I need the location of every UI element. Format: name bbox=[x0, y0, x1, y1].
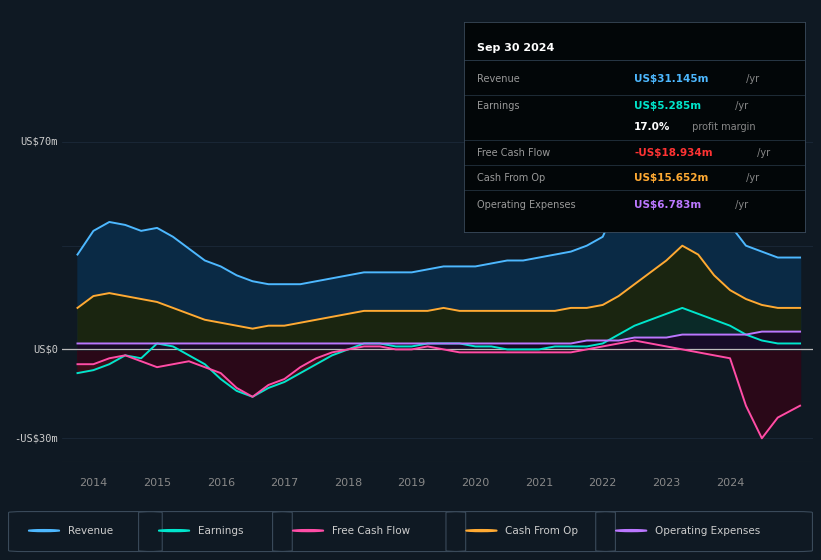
Text: Free Cash Flow: Free Cash Flow bbox=[332, 526, 410, 535]
Text: Operating Expenses: Operating Expenses bbox=[478, 200, 576, 210]
Text: 2014: 2014 bbox=[80, 478, 108, 488]
Circle shape bbox=[158, 530, 190, 531]
Text: 17.0%: 17.0% bbox=[635, 123, 671, 132]
Text: profit margin: profit margin bbox=[689, 123, 755, 132]
Text: US$6.783m: US$6.783m bbox=[635, 200, 701, 210]
Text: Revenue: Revenue bbox=[67, 526, 112, 535]
Text: /yr: /yr bbox=[754, 148, 770, 157]
Text: 2021: 2021 bbox=[525, 478, 553, 488]
Text: Sep 30 2024: Sep 30 2024 bbox=[478, 44, 555, 53]
Text: 2015: 2015 bbox=[143, 478, 171, 488]
Text: 2016: 2016 bbox=[207, 478, 235, 488]
Text: 2024: 2024 bbox=[716, 478, 744, 488]
Text: -US$30m: -US$30m bbox=[14, 433, 57, 444]
Circle shape bbox=[466, 530, 498, 531]
Text: 2018: 2018 bbox=[334, 478, 362, 488]
Text: Free Cash Flow: Free Cash Flow bbox=[478, 148, 551, 157]
Text: /yr: /yr bbox=[743, 173, 759, 183]
Text: Cash From Op: Cash From Op bbox=[478, 173, 546, 183]
Text: /yr: /yr bbox=[732, 101, 749, 111]
Text: US$15.652m: US$15.652m bbox=[635, 173, 709, 183]
Text: /yr: /yr bbox=[732, 200, 749, 210]
Text: Revenue: Revenue bbox=[478, 74, 521, 84]
Text: -US$18.934m: -US$18.934m bbox=[635, 148, 713, 157]
Circle shape bbox=[292, 530, 323, 531]
Text: Earnings: Earnings bbox=[198, 526, 243, 535]
Text: 2020: 2020 bbox=[461, 478, 489, 488]
Text: US$0: US$0 bbox=[33, 344, 57, 354]
Text: US$31.145m: US$31.145m bbox=[635, 74, 709, 84]
Circle shape bbox=[28, 530, 60, 531]
Circle shape bbox=[616, 530, 647, 531]
Text: US$5.285m: US$5.285m bbox=[635, 101, 701, 111]
Text: Earnings: Earnings bbox=[478, 101, 520, 111]
Text: 2019: 2019 bbox=[397, 478, 426, 488]
Text: 2023: 2023 bbox=[652, 478, 681, 488]
Text: Operating Expenses: Operating Expenses bbox=[655, 526, 760, 535]
Text: US$70m: US$70m bbox=[21, 137, 57, 147]
Text: /yr: /yr bbox=[743, 74, 759, 84]
Text: 2022: 2022 bbox=[589, 478, 617, 488]
Text: 2017: 2017 bbox=[270, 478, 299, 488]
Text: Cash From Op: Cash From Op bbox=[505, 526, 578, 535]
